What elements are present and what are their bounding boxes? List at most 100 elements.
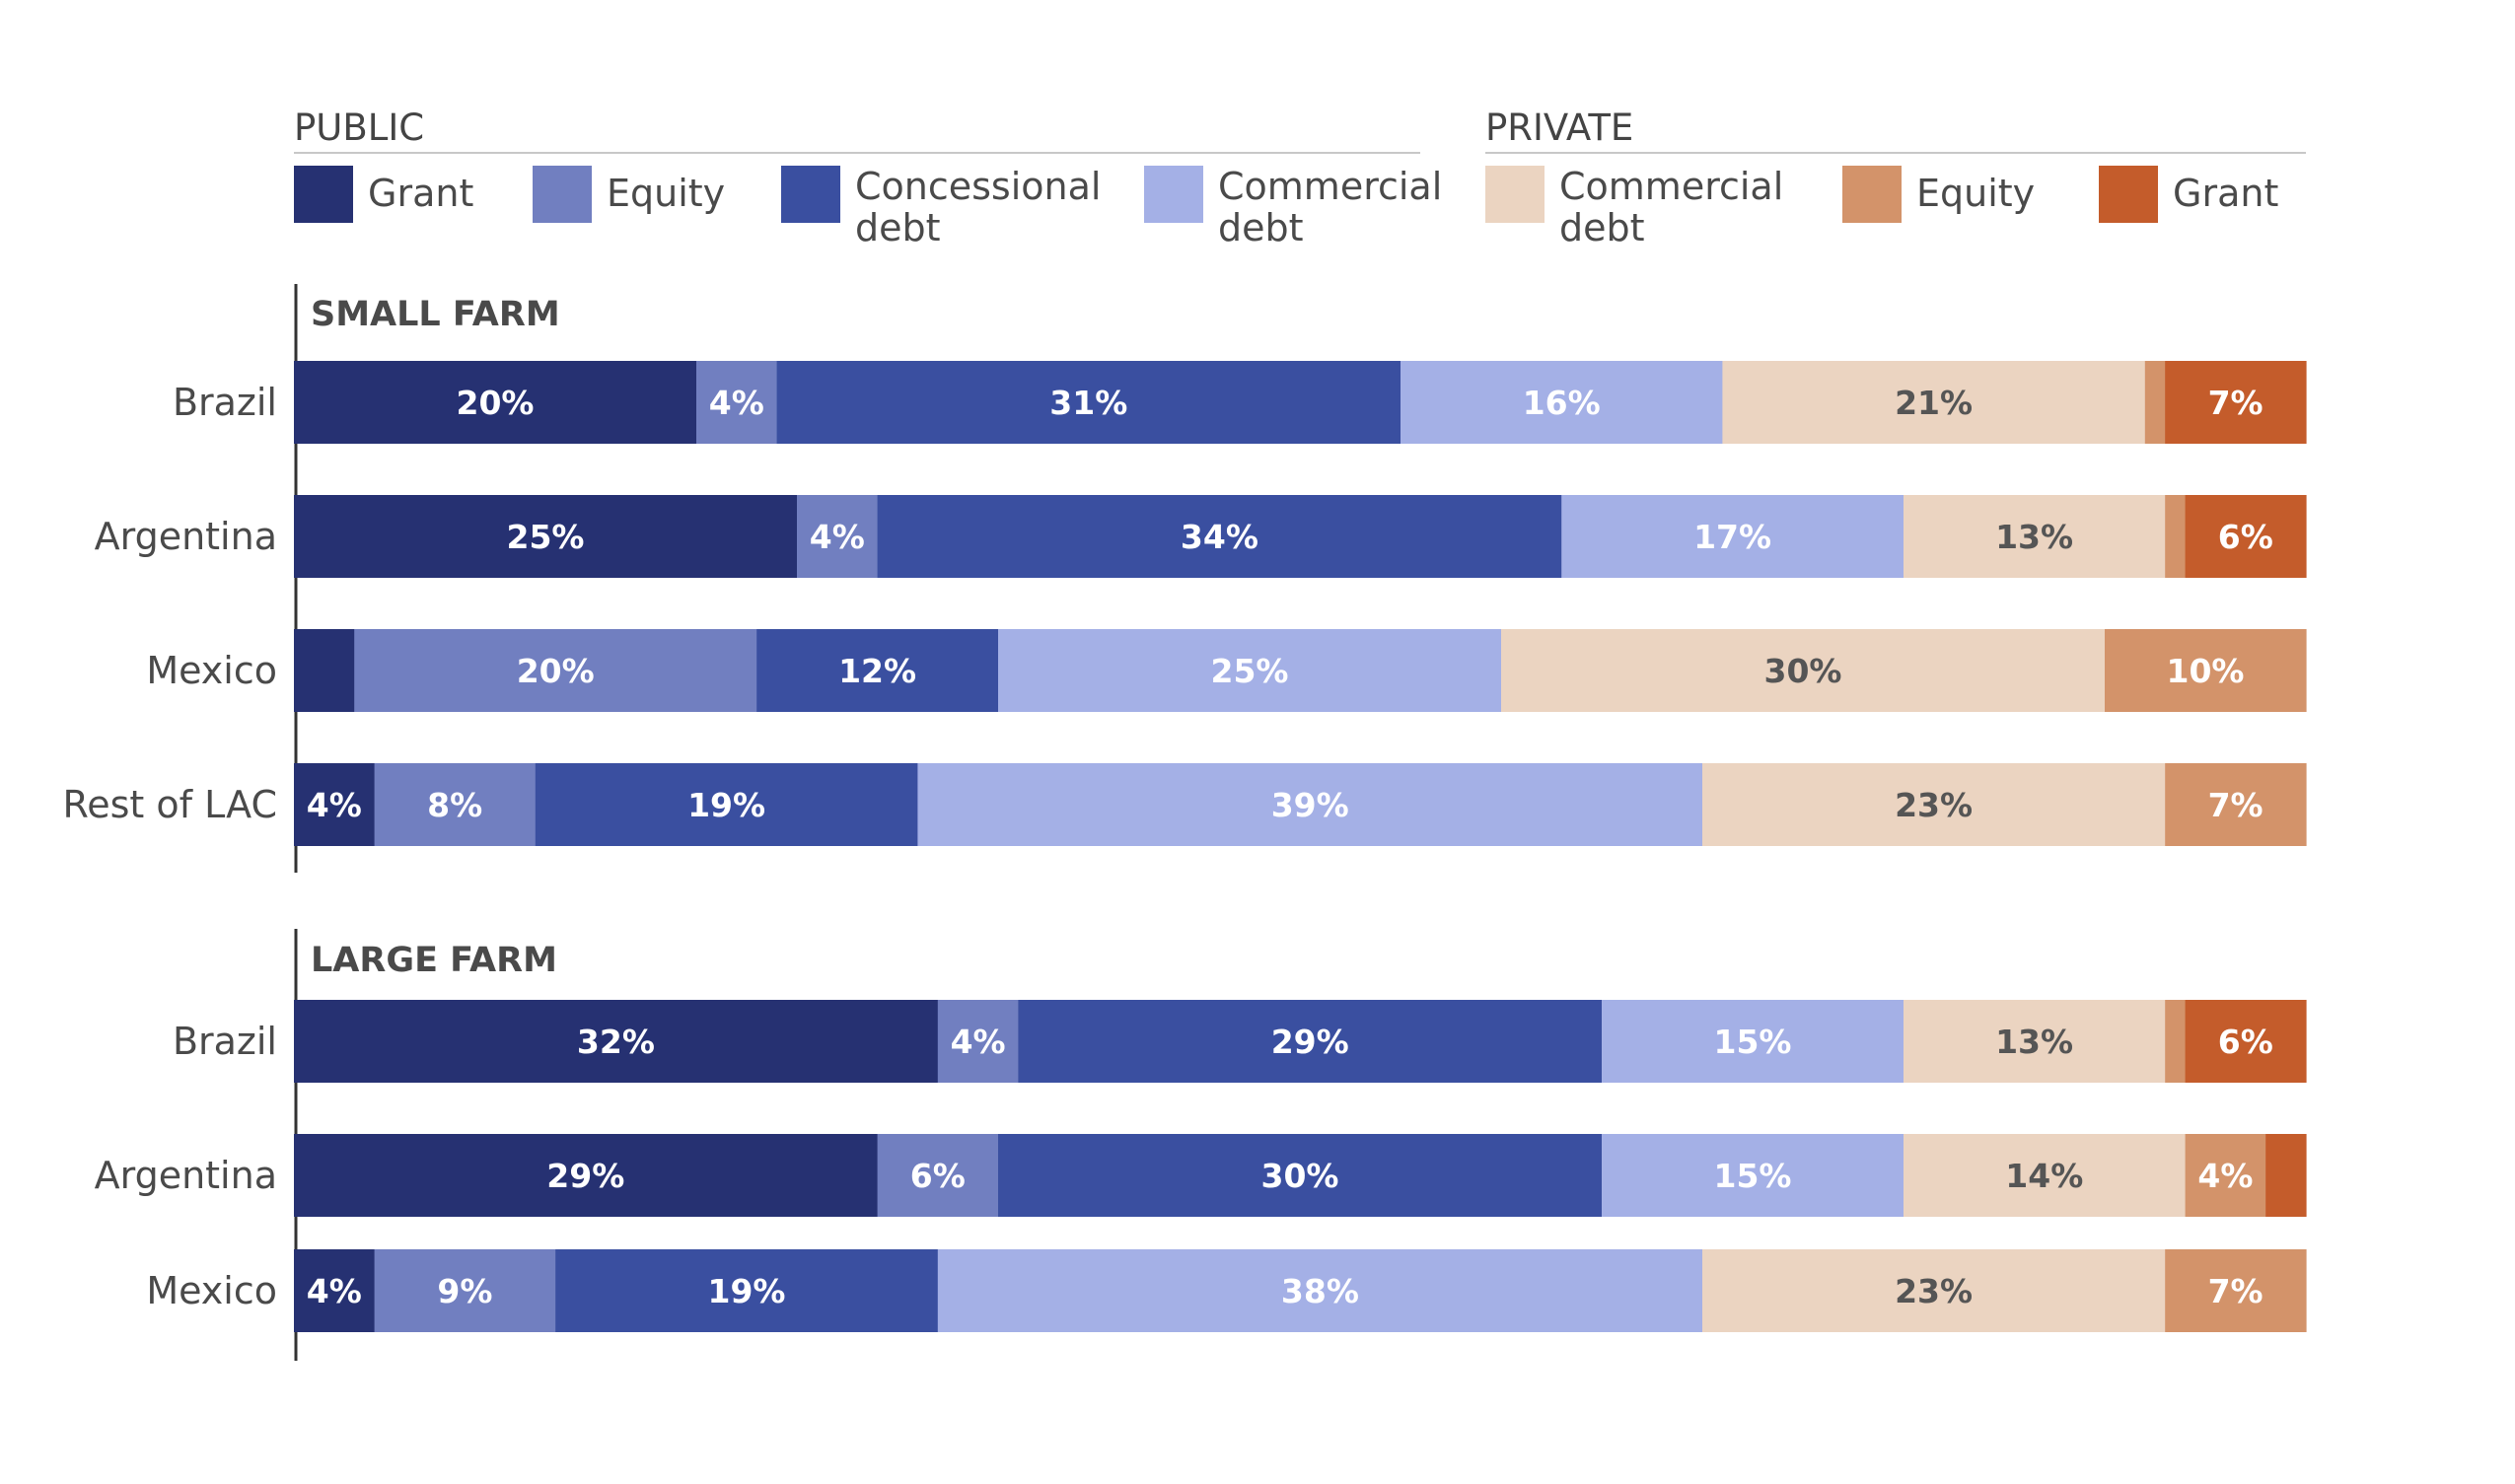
bar-segment-pub_grant — [294, 1134, 879, 1217]
data-label: 4% — [951, 1023, 1006, 1061]
legend-swatch — [294, 166, 353, 223]
bar-segment-priv_commercial — [1501, 629, 2106, 712]
row-label: Rest of LAC — [63, 783, 277, 826]
bar-segment-pub_equity — [354, 629, 757, 712]
bar-segment-pub_commercial — [1401, 361, 1723, 444]
legend-swatch — [1842, 166, 1902, 223]
bar-segment-priv_equity — [2105, 629, 2307, 712]
bar-row-argentina: Argentina 29% 6% 30% 15% 14% 4% — [95, 1134, 2307, 1217]
data-label: 25% — [507, 518, 585, 556]
data-label: 15% — [1714, 1023, 1792, 1061]
data-label: 29% — [1271, 1023, 1349, 1061]
legend-group-title: PRIVATE — [1485, 106, 1633, 149]
bar-segment-pub_concessional — [555, 1249, 939, 1332]
data-label: 38% — [1281, 1272, 1359, 1310]
bar-segment-pub_concessional — [998, 1134, 1603, 1217]
bar-segment-priv_grant — [2185, 495, 2307, 578]
bar-row-argentina: Argentina 25% 4% 34% 17% 13% 6% — [95, 495, 2307, 578]
bar-segment-pub_equity — [877, 1134, 999, 1217]
bar-row-mexico: Mexico 20% 12% 25% 30% 10% — [146, 629, 2307, 712]
bar-segment-priv_commercial — [1722, 361, 2146, 444]
legend-item-priv_grant: Grant — [2099, 166, 2278, 223]
legend-label: debt — [1559, 206, 1645, 249]
data-label: 17% — [1693, 518, 1771, 556]
legend-swatch — [781, 166, 840, 223]
bar-row-brazil: Brazil 20% 4% 31% 16% 21% 7% — [173, 361, 2307, 444]
data-label: 20% — [457, 384, 535, 422]
bar-segment-pub_equity — [374, 1249, 556, 1332]
bar-segment-pub_grant — [294, 361, 697, 444]
legend-label: Concessional — [855, 165, 1101, 208]
bar-segment-pub_commercial — [998, 629, 1502, 712]
data-label: 12% — [838, 652, 916, 690]
row-label: Mexico — [146, 1269, 277, 1312]
bar-segment-pub_commercial — [1561, 495, 1904, 578]
data-label: 9% — [437, 1272, 492, 1310]
bar-segment-pub_grant — [294, 1249, 376, 1332]
bar-segment-pub_equity — [797, 495, 879, 578]
bar-segment-priv_equity — [2185, 1134, 2266, 1217]
data-label: 7% — [2208, 384, 2264, 422]
data-label: 30% — [1764, 652, 1842, 690]
data-label: 13% — [1995, 1023, 2073, 1061]
data-label: 34% — [1181, 518, 1258, 556]
bar-segment-priv_commercial — [1702, 1249, 2166, 1332]
data-label: 23% — [1895, 1272, 1973, 1310]
legend-label: debt — [1218, 206, 1304, 249]
data-label: 25% — [1211, 652, 1289, 690]
legend-label: debt — [855, 206, 941, 249]
legend-label: Commercial — [1218, 165, 1442, 208]
bar-segment-pub_commercial — [1602, 1134, 1904, 1217]
bar-segment-priv_commercial — [1904, 1000, 2166, 1083]
bar-segment-pub_equity — [696, 361, 778, 444]
data-label: 10% — [2167, 652, 2245, 690]
data-label: 7% — [2208, 1272, 2264, 1310]
bar-row-brazil: Brazil 32% 4% 29% 15% 13% 6% — [173, 1000, 2307, 1083]
row-label: Argentina — [95, 1154, 277, 1197]
bar-segment-pub_grant — [294, 763, 376, 846]
bar-row-rest-of-lac: Rest of LAC 4% 8% 19% 39% 23% 7% — [63, 763, 2307, 846]
bar-segment-pub_commercial — [1602, 1000, 1904, 1083]
legend-group-title: PUBLIC — [294, 106, 424, 149]
data-label: 19% — [708, 1272, 786, 1310]
bar-segment-pub_equity — [937, 1000, 1019, 1083]
data-label: 39% — [1271, 786, 1349, 824]
legend-label: Grant — [368, 172, 473, 215]
bar-segment-priv_equity — [2144, 361, 2166, 444]
data-label: 29% — [546, 1157, 624, 1195]
data-label: 20% — [517, 652, 595, 690]
data-label: 23% — [1895, 786, 1973, 824]
bar-segment-pub_grant — [294, 1000, 939, 1083]
bar-segment-priv_equity — [2165, 495, 2187, 578]
row-label: Argentina — [95, 515, 277, 558]
data-label: 21% — [1895, 384, 1973, 422]
data-label: 7% — [2208, 786, 2264, 824]
data-label: 15% — [1714, 1157, 1792, 1195]
row-label: Mexico — [146, 649, 277, 692]
bar-segment-pub_grant — [294, 495, 798, 578]
bar-segment-priv_grant — [2185, 1000, 2307, 1083]
data-label: 4% — [2197, 1157, 2253, 1195]
legend-label: Equity — [1916, 172, 2035, 215]
data-label: 14% — [2005, 1157, 2083, 1195]
section-title: LARGE FARM — [311, 941, 557, 980]
data-label: 13% — [1995, 518, 2073, 556]
bar-segment-pub_concessional — [776, 361, 1401, 444]
data-label: 6% — [2218, 1023, 2273, 1061]
row-label: Brazil — [173, 1020, 277, 1063]
legend-swatch — [2099, 166, 2158, 223]
bar-segment-priv_equity — [2165, 1249, 2307, 1332]
section-title: SMALL FARM — [311, 295, 560, 334]
data-label: 6% — [2218, 518, 2273, 556]
legend-item-pub_grant: Grant — [294, 166, 473, 223]
bar-segment-pub_grant — [294, 629, 355, 712]
data-label: 4% — [810, 518, 865, 556]
legend-swatch — [1485, 166, 1545, 223]
